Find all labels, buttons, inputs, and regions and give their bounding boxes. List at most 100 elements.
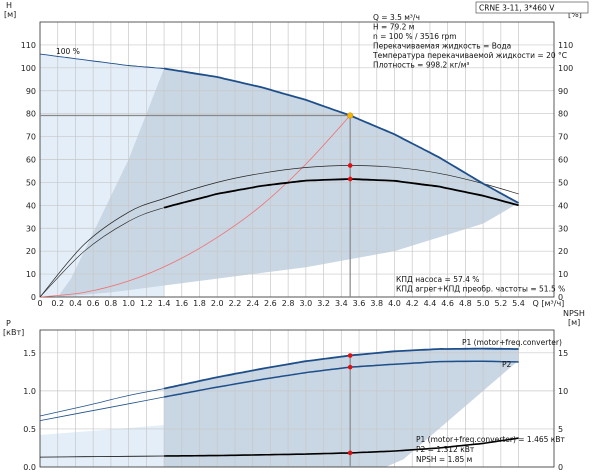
y-right-tick-label: 60 [558,156,568,165]
p1-marker [347,353,353,358]
y-left-tick-label: 100 [21,64,36,73]
model-label: CRNE 3-11, 3*460 V [479,4,555,13]
light-operating-area-power [40,425,165,467]
y-left-tick-label: 70 [26,133,36,142]
y-left-tick-label: 30 [26,224,36,233]
x-tick-label: 0.6 [87,299,100,308]
y-right-tick-label: 20 [558,247,568,256]
duty-point-marker [347,112,354,119]
x-tick-label: 0.8 [105,299,118,308]
efficiency-info-line: КПД агрег+КПД преобр. частоты = 51.5 % [396,285,565,294]
y-right-axis-unit-power: [м] [568,318,580,327]
p1-line [163,347,519,390]
y-left-tick-label: 80 [26,110,36,119]
y-left-tick-label: 40 [26,201,36,210]
x-tick-label: 0.2 [51,299,64,308]
power-info-line: NPSH = 1.85 м [416,455,472,464]
y-right-tick-label: 50 [558,178,568,187]
y-right-tick-label: 10 [558,270,568,279]
x-tick-label: 4.4 [424,299,437,308]
y-right-tick-label: 110 [558,41,573,50]
y-right-tick-label: 30 [558,224,568,233]
x-tick-label: 1.8 [193,299,206,308]
y-right-tick-label-power: 5 [558,425,563,434]
power-info-line: P2 = 1.312 кВт [416,445,475,454]
duty-info-line: Перекачиваемая жидкость = Вода [373,42,511,51]
y-left-axis-title: H [6,1,12,10]
duty-info-line: Q = 3.5 м³/ч [373,13,420,22]
y-right-tick-label: 70 [558,133,568,142]
x-tick-label: 3.4 [335,299,348,308]
y-left-tick-label: 10 [26,270,36,279]
pump-efficiency-line [39,165,519,298]
x-tick-label: 5.4 [512,299,525,308]
p2-line [163,360,519,398]
y-right-axis-title-power: NPSH [563,309,585,318]
y-left-tick-label-power: 1.0 [23,387,36,396]
power-info-line: P1 (motor+freq.converter) = 1.465 кВт [416,435,565,444]
y-right-tick-label: 90 [558,87,568,96]
x-tick-label: 1.2 [140,299,153,308]
x-tick-label: 3.0 [299,299,312,308]
x-tick-label: 3.6 [353,299,366,308]
system-curve-line [39,115,351,298]
y-left-tick-label-power: 0.5 [23,425,36,434]
x-axis-label: Q [м³/ч] [533,299,565,308]
y-right-tick-label: 80 [558,110,568,119]
x-tick-label: 4.8 [459,299,472,308]
npsh-marker [347,450,353,456]
y-right-tick-label-power: 15 [558,349,568,358]
x-tick-label: 2.8 [282,299,295,308]
y-left-tick-label: 110 [21,41,36,50]
speed-label: 100 % [56,47,80,56]
x-tick-label: 0.4 [69,299,82,308]
y-left-tick-label: 20 [26,247,36,256]
x-tick-label: 3.2 [317,299,330,308]
y-left-axis-title-power: P [6,319,11,328]
x-tick-label: 4.0 [388,299,401,308]
x-tick-label: 1.0 [122,299,135,308]
y-right-tick-label-power: 0 [558,463,563,472]
y-right-tick-label: 40 [558,201,568,210]
head-curve-line-thin [39,53,165,69]
x-tick-label: 3.8 [370,299,383,308]
y-left-tick-label: 60 [26,156,36,165]
x-tick-label: 4.6 [441,299,454,308]
p2-marker [347,364,353,370]
y-right-tick-label: 0 [558,293,563,302]
npsh-line [164,437,519,457]
model-label-box [475,1,589,14]
p2-curve-label: P2 [502,360,512,369]
y-right-axis-unit: [%] [568,10,582,19]
y-right-tick-label-power: 10 [558,387,568,396]
x-tick-label: 5.0 [477,299,490,308]
x-tick-label: 2.0 [211,299,224,308]
duty-info-line: Плотность = 998.2 кг/м³ [373,61,469,70]
efficiency-info-line: КПД насоса = 57.4 % [396,275,479,284]
duty-info-line: Температура перекачиваемой жидкости = 20… [372,51,567,60]
total-efficiency-marker [347,176,353,182]
y-left-tick-label-power: 0.0 [23,463,36,472]
total-efficiency-line-bold [163,178,519,209]
y-right-tick-label: 100 [558,64,573,73]
x-tick-label: 2.6 [264,299,277,308]
y-left-tick-label-power: 1.5 [23,349,36,358]
y-left-axis-unit-power: [кВт] [3,328,24,337]
duty-info-line: H = 79.2 м [373,23,414,32]
p1-curve-label: P1 (motor+freq.converter) [462,338,562,347]
plot-frame [39,21,555,298]
x-tick-label: 0 [37,299,42,308]
y-left-tick-label: 0 [31,293,36,302]
x-tick-label: 4.2 [406,299,419,308]
y-left-axis-unit: [м] [4,10,16,19]
pump-efficiency-marker [347,163,353,168]
y-left-tick-label: 50 [26,178,36,187]
y-left-tick-label: 90 [26,87,36,96]
x-tick-label: 2.2 [229,299,242,308]
x-tick-label: 1.6 [175,299,188,308]
x-tick-label: 5.2 [494,299,507,308]
x-tick-label: 2.4 [246,299,259,308]
plot-frame-power [39,329,555,468]
